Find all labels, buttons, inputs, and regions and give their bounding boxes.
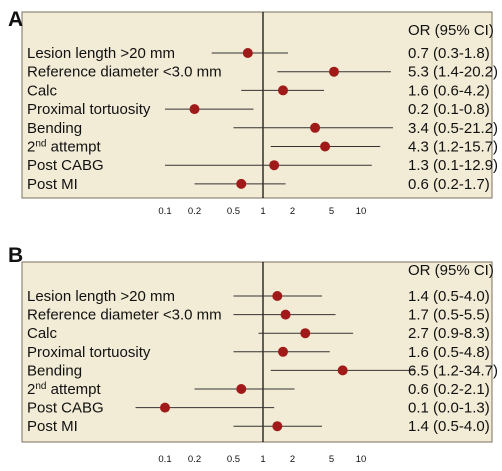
row-label: Post CABG <box>27 400 104 417</box>
row-label: Bending <box>27 120 82 137</box>
row-label: Proximal tortuosity <box>27 344 151 361</box>
or-marker <box>272 291 283 301</box>
x-tick-label: 0.2 <box>188 206 201 217</box>
or-value-text: 1.6 (0.6-4.2) <box>408 82 490 99</box>
row-label: 2nd attempt <box>27 381 101 398</box>
or-column-header: OR (95% CI) <box>408 262 494 279</box>
or-value-text: 5.3 (1.4-20.2) <box>408 64 498 81</box>
or-marker <box>242 48 253 58</box>
x-tick-label: 2 <box>290 454 295 465</box>
panel-label: A <box>8 8 23 31</box>
row-label: Proximal tortuosity <box>27 101 151 118</box>
or-marker <box>328 66 339 77</box>
or-marker <box>337 365 348 376</box>
or-marker <box>278 85 289 96</box>
x-tick-label: 0.5 <box>227 206 240 217</box>
row-label: Lesion length >20 mm <box>27 45 175 62</box>
or-value-text: 1.4 (0.5-4.0) <box>408 418 490 435</box>
or-marker <box>310 122 321 133</box>
x-tick-label: 1 <box>260 454 265 465</box>
or-marker <box>320 141 331 152</box>
panel-a: A OR (95% CI) Lesion length >20 mm 0.7 (0.3… <box>8 8 498 217</box>
row-label: Post MI <box>27 176 78 193</box>
or-column-header: OR (95% CI) <box>408 22 494 39</box>
x-tick-label: 0.2 <box>188 454 201 465</box>
row-label: Calc <box>27 82 58 99</box>
or-value-text: 3.4 (0.5-21.2) <box>408 120 498 137</box>
x-tick-label: 0.1 <box>158 206 171 217</box>
or-value-text: 4.3 (1.2-15.7) <box>408 139 498 156</box>
or-value-text: 2.7 (0.9-8.3) <box>408 325 490 342</box>
or-value-text: 1.6 (0.5-4.8) <box>408 344 490 361</box>
x-tick-label: 10 <box>356 206 367 217</box>
or-marker <box>300 328 311 339</box>
or-value-text: 1.4 (0.5-4.0) <box>408 288 490 305</box>
or-value-text: 0.2 (0.1-0.8) <box>408 101 490 118</box>
or-marker <box>236 384 247 394</box>
or-value-text: 0.6 (0.2-1.7) <box>408 176 490 193</box>
row-label: Post MI <box>27 418 78 435</box>
or-marker <box>278 346 289 357</box>
x-tick-label: 5 <box>329 206 334 217</box>
row-label: Post CABG <box>27 157 104 174</box>
row-label: Reference diameter <3.0 mm <box>27 64 222 81</box>
row-label: Bending <box>27 362 82 379</box>
x-tick-label: 10 <box>356 454 367 465</box>
x-tick-label: 2 <box>290 206 295 217</box>
or-marker <box>236 178 247 189</box>
row-label: Reference diameter <3.0 mm <box>27 307 222 324</box>
or-marker <box>269 160 280 171</box>
x-tick-label: 0.1 <box>158 454 171 465</box>
panel-background <box>21 11 493 199</box>
x-tick-label: 0.5 <box>227 454 240 465</box>
row-label: Lesion length >20 mm <box>27 288 175 305</box>
panel-label: B <box>8 244 23 267</box>
or-value-text: 1.3 (0.1-12.9) <box>408 157 498 174</box>
or-marker <box>160 402 170 413</box>
or-value-text: 0.7 (0.3-1.8) <box>408 45 490 62</box>
or-value-text: 0.1 (0.0-1.3) <box>408 400 490 417</box>
row-label: Calc <box>27 325 58 342</box>
panel-b: B OR (95% CI) Lesion length >20 mm 1.4 (0.5… <box>8 244 498 465</box>
or-value-text: 1.7 (0.5-5.5) <box>408 307 490 324</box>
or-value-text: 6.5 (1.2-34.7) <box>408 362 498 379</box>
or-marker <box>280 309 291 320</box>
or-value-text: 0.6 (0.2-2.1) <box>408 381 490 398</box>
or-marker <box>189 104 200 115</box>
or-marker <box>272 421 283 432</box>
x-tick-label: 1 <box>260 206 265 217</box>
x-tick-label: 5 <box>329 454 334 465</box>
row-label: 2nd attempt <box>27 139 101 156</box>
